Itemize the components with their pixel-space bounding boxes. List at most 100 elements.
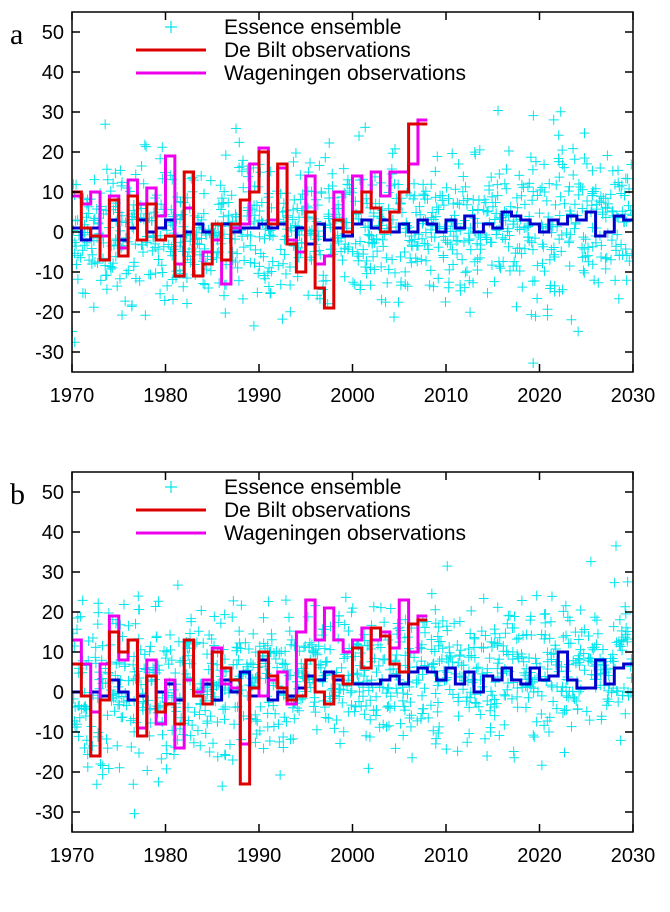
chart-b-ensemble-point (614, 614, 625, 625)
chart-a-ensemble-point (492, 190, 503, 201)
chart-b-ensemble-point (102, 743, 113, 754)
chart-a-ensemble-point (237, 231, 248, 242)
chart-b-ensemble-point (622, 636, 633, 647)
chart-b-ensemble-point (95, 759, 106, 770)
chart-a-ensemble-point (72, 250, 83, 261)
chart-a-ensemble-point (430, 166, 441, 177)
chart-a-ensemble-point (429, 232, 440, 243)
chart-b-ensemble-point (574, 660, 585, 671)
chart-b-ensemble-point (626, 672, 633, 683)
chart-b-ensemble-point (118, 599, 129, 610)
chart-b-ensemble-point (212, 717, 223, 728)
chart-b-ensemble-point (121, 700, 132, 711)
chart-b-ytick-label: 50 (42, 482, 64, 504)
chart-a-ensemble-point (491, 229, 502, 240)
chart-b-ensemble-point (188, 737, 199, 748)
chart-b-ensemble-point (161, 748, 172, 759)
chart-b-ensemble-point (377, 682, 388, 693)
chart-a-ensemble-point (501, 183, 512, 194)
chart-a-ensemble-point (320, 152, 331, 163)
chart-b-ensemble-point (601, 664, 612, 675)
chart-a-legend-debilt-label: De Bilt observations (224, 39, 411, 62)
chart-a-ensemble-point (602, 150, 613, 161)
chart-b-ensemble-point (209, 611, 220, 622)
chart-a-ensemble-point (524, 235, 535, 246)
chart-a-ensemble-point (469, 256, 480, 267)
chart-b-ensemble-point (310, 644, 321, 655)
chart-b-ensemble-point (190, 639, 201, 650)
chart-b-ensemble-point (589, 642, 600, 653)
chart-a-ensemble-point (516, 190, 527, 201)
chart-b-ensemble-point (404, 712, 415, 723)
chart-b-ensemble-point (246, 713, 257, 724)
chart-a-ensemble-point (77, 288, 88, 299)
chart-a-ensemble-point (216, 204, 227, 215)
chart-a-ensemble-point (443, 282, 454, 293)
chart-a-ensemble-point (503, 145, 514, 156)
chart-a-ensemble-point (469, 147, 480, 158)
chart-a-ensemble-point (609, 179, 620, 190)
chart-a-ensemble-point (623, 200, 633, 211)
chart-a-ensemble-point (462, 193, 473, 204)
chart-b-ensemble-point (478, 643, 489, 654)
chart-a-ensemble-point (527, 164, 538, 175)
chart-b-ensemble-point (602, 694, 613, 705)
chart-a-ensemble-point (614, 181, 625, 192)
chart-b-ensemble-point (625, 687, 633, 698)
chart-b-ensemble-point (236, 600, 247, 611)
chart-b-ensemble-point (518, 656, 529, 667)
chart-b-ensemble-point (626, 653, 633, 664)
chart-a-ensemble-point (613, 293, 624, 304)
chart-b-ensemble-point (558, 606, 569, 617)
chart-b-ensemble-point (500, 690, 511, 701)
chart-a-ensemble-point (224, 233, 235, 244)
chart-a-ensemble-point (498, 256, 509, 267)
chart-b-ensemble-point (568, 692, 579, 703)
chart-a-ensemble-point (72, 179, 79, 190)
chart-a-ytick-label: 50 (42, 22, 64, 44)
chart-a-ensemble-point (472, 265, 483, 276)
chart-a-ensemble-point (600, 212, 611, 223)
chart-a-ensemble-point (138, 178, 149, 189)
chart-a-ensemble-point (190, 246, 201, 257)
chart-b-ensemble-point (234, 626, 245, 637)
chart-b-ensemble-point (428, 725, 439, 736)
chart-b-ensemble-point (315, 662, 326, 673)
chart-a-ensemble-point (470, 149, 481, 160)
chart-b-ensemble-point (413, 675, 424, 686)
chart-a-ensemble-point (514, 224, 525, 235)
chart-a-ensemble-point (285, 280, 296, 291)
chart-b-ensemble-point (385, 691, 396, 702)
chart-b-ensemble-point (245, 658, 256, 669)
chart-a-ensemble-point (535, 184, 546, 195)
chart-b-ensemble-point (453, 696, 464, 707)
chart-a-ensemble-point (549, 280, 560, 291)
chart-b-ensemble-point (220, 704, 231, 715)
chart-a-ensemble-point (539, 159, 550, 170)
chart-a-ensemble-point (72, 274, 83, 285)
chart-a-ensemble-point (115, 225, 126, 236)
chart-b-ensemble-point (417, 703, 428, 714)
chart-b-ensemble-point (77, 595, 88, 606)
chart-b-ensemble-point (610, 540, 621, 551)
chart-a-ensemble-point (371, 234, 382, 245)
chart-b-ensemble-point (430, 604, 441, 615)
chart-b-ensemble-point (250, 714, 261, 725)
chart-b-ensemble-point (379, 653, 390, 664)
chart-b-ensemble-point (308, 646, 319, 657)
chart-b-ensemble-point (529, 732, 540, 743)
chart-a-ensemble-point (505, 201, 516, 212)
chart-a-ensemble-point (448, 231, 459, 242)
chart-a-ensemble-point (514, 243, 525, 254)
chart-a-ensemble-point (360, 122, 371, 133)
chart-a-ensemble-point (140, 310, 151, 321)
chart-b-ensemble-point (371, 667, 382, 678)
chart-b-ensemble-point (97, 769, 108, 780)
chart-b-ensemble-point (371, 691, 382, 702)
chart-b-ensemble-point (268, 721, 279, 732)
chart-b-ensemble-point (559, 747, 570, 758)
chart-a-ensemble-point (100, 119, 111, 130)
chart-a-ensemble-point (101, 270, 112, 281)
chart-b-ensemble-point (620, 708, 631, 719)
